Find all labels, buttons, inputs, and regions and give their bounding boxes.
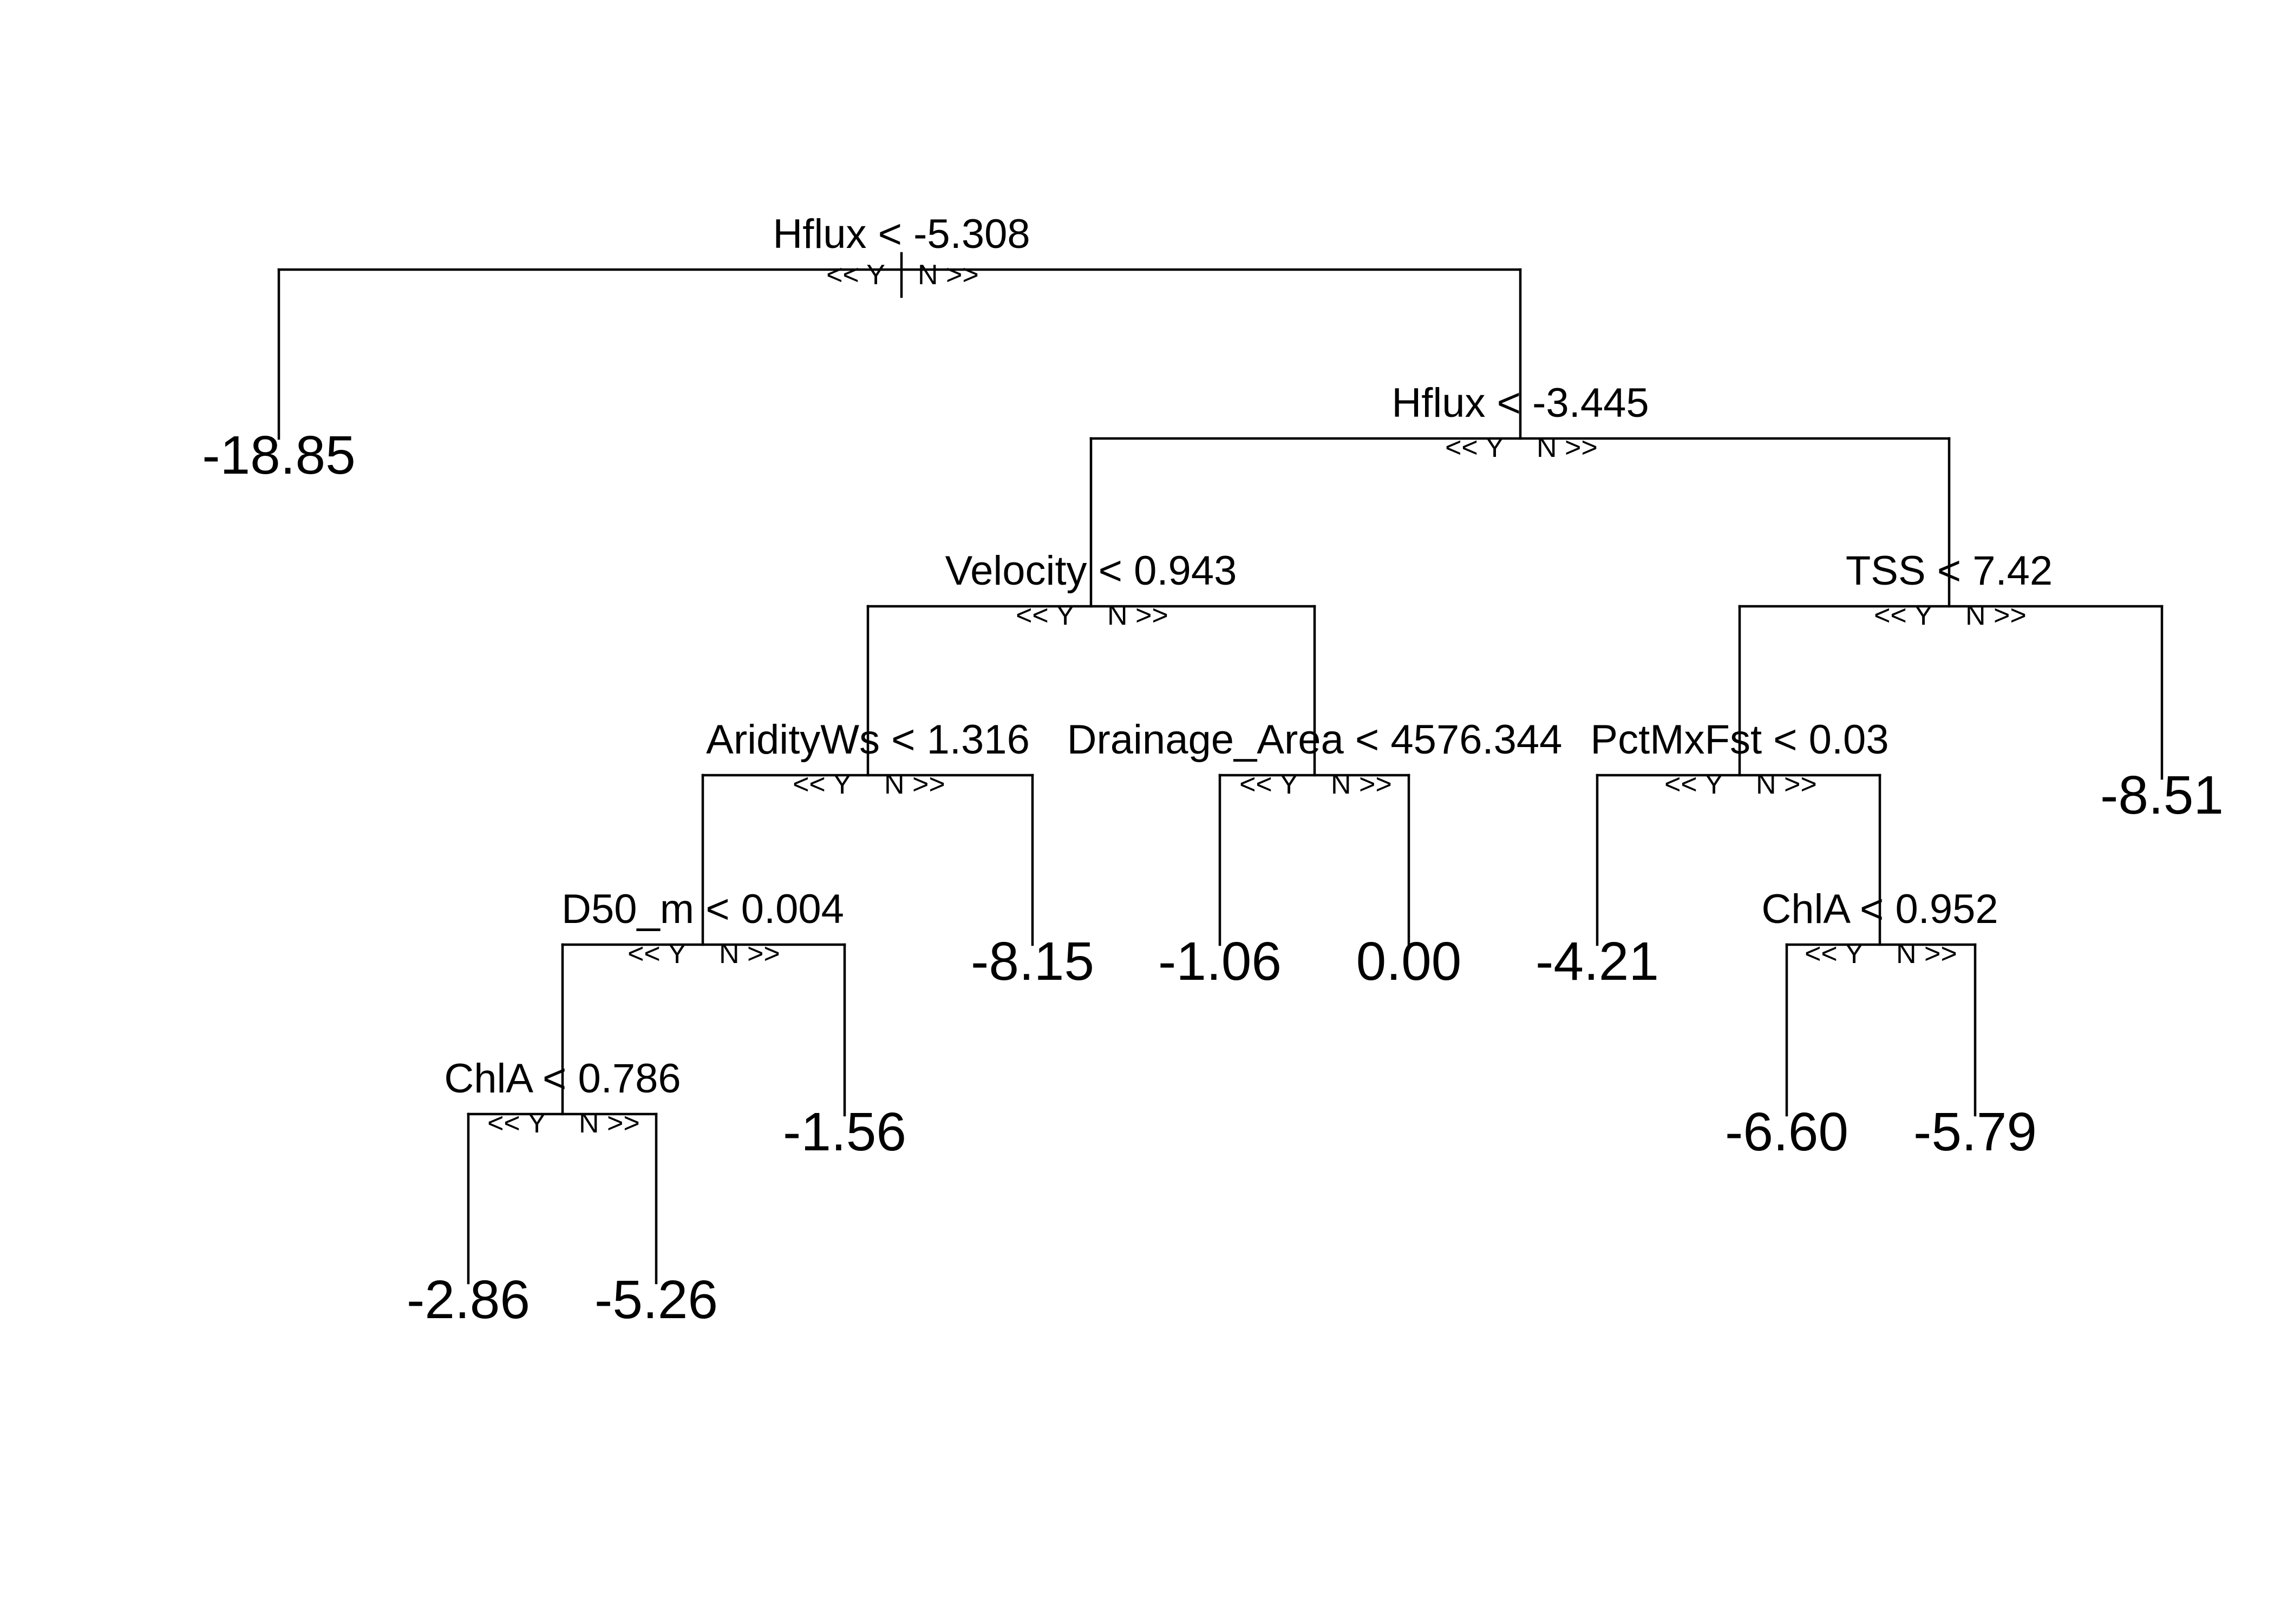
split-condition-chla: ChlA < 0.952 bbox=[1761, 886, 1998, 932]
no-direction-label: N >> bbox=[1537, 432, 1598, 463]
leaf-value: -1.06 bbox=[1158, 931, 1282, 992]
no-direction-label: N >> bbox=[1965, 600, 2027, 631]
leaf-value: -5.79 bbox=[1913, 1102, 2037, 1162]
split-condition-chla: ChlA < 0.786 bbox=[444, 1056, 681, 1102]
leaf-value: -8.51 bbox=[2100, 765, 2224, 826]
split-condition-drainage-area: Drainage_Area < 4576.344 bbox=[1067, 717, 1563, 763]
no-direction-label: N >> bbox=[579, 1108, 640, 1139]
leaf-value: -6.60 bbox=[1725, 1102, 1848, 1162]
leaf-value: -2.86 bbox=[407, 1269, 530, 1330]
leaf-value: -1.56 bbox=[783, 1102, 906, 1162]
yes-direction-label: << Y bbox=[1805, 938, 1864, 970]
split-condition-pctmxfst: PctMxFst < 0.03 bbox=[1590, 717, 1889, 763]
no-direction-label: N >> bbox=[1107, 600, 1168, 631]
leaf-value: -18.85 bbox=[202, 425, 356, 486]
no-direction-label: N >> bbox=[1756, 769, 1817, 800]
yes-direction-label: << Y bbox=[1016, 600, 1075, 631]
split-condition-d50-m: D50_m < 0.004 bbox=[561, 886, 844, 932]
no-direction-label: N >> bbox=[918, 259, 979, 291]
yes-direction-label: << Y bbox=[1445, 432, 1504, 463]
split-condition-tss: TSS < 7.42 bbox=[1846, 548, 2053, 594]
leaf-value: -8.15 bbox=[971, 931, 1094, 992]
no-direction-label: N >> bbox=[1331, 769, 1392, 800]
leaf-value: -4.21 bbox=[1535, 931, 1659, 992]
split-condition-aridityws: AridityWs < 1.316 bbox=[706, 717, 1030, 763]
split-condition-hflux: Hflux < -3.445 bbox=[1391, 380, 1649, 426]
yes-direction-label: << Y bbox=[1664, 769, 1723, 800]
split-condition-velocity: Velocity < 0.943 bbox=[945, 548, 1237, 594]
split-condition-hflux: Hflux < -5.308 bbox=[773, 211, 1030, 257]
yes-direction-label: << Y bbox=[1874, 600, 1933, 631]
yes-direction-label: << Y bbox=[628, 938, 687, 970]
yes-direction-label: << Y bbox=[793, 769, 852, 800]
yes-direction-label: << Y bbox=[826, 259, 885, 291]
no-direction-label: N >> bbox=[719, 938, 780, 970]
yes-direction-label: << Y bbox=[487, 1108, 546, 1139]
tree-branches bbox=[277, 252, 2164, 1285]
yes-direction-label: << Y bbox=[1239, 769, 1298, 800]
no-direction-label: N >> bbox=[884, 769, 945, 800]
leaf-value: 0.00 bbox=[1356, 931, 1462, 992]
no-direction-label: N >> bbox=[1896, 938, 1957, 970]
leaf-value: -5.26 bbox=[594, 1269, 718, 1330]
